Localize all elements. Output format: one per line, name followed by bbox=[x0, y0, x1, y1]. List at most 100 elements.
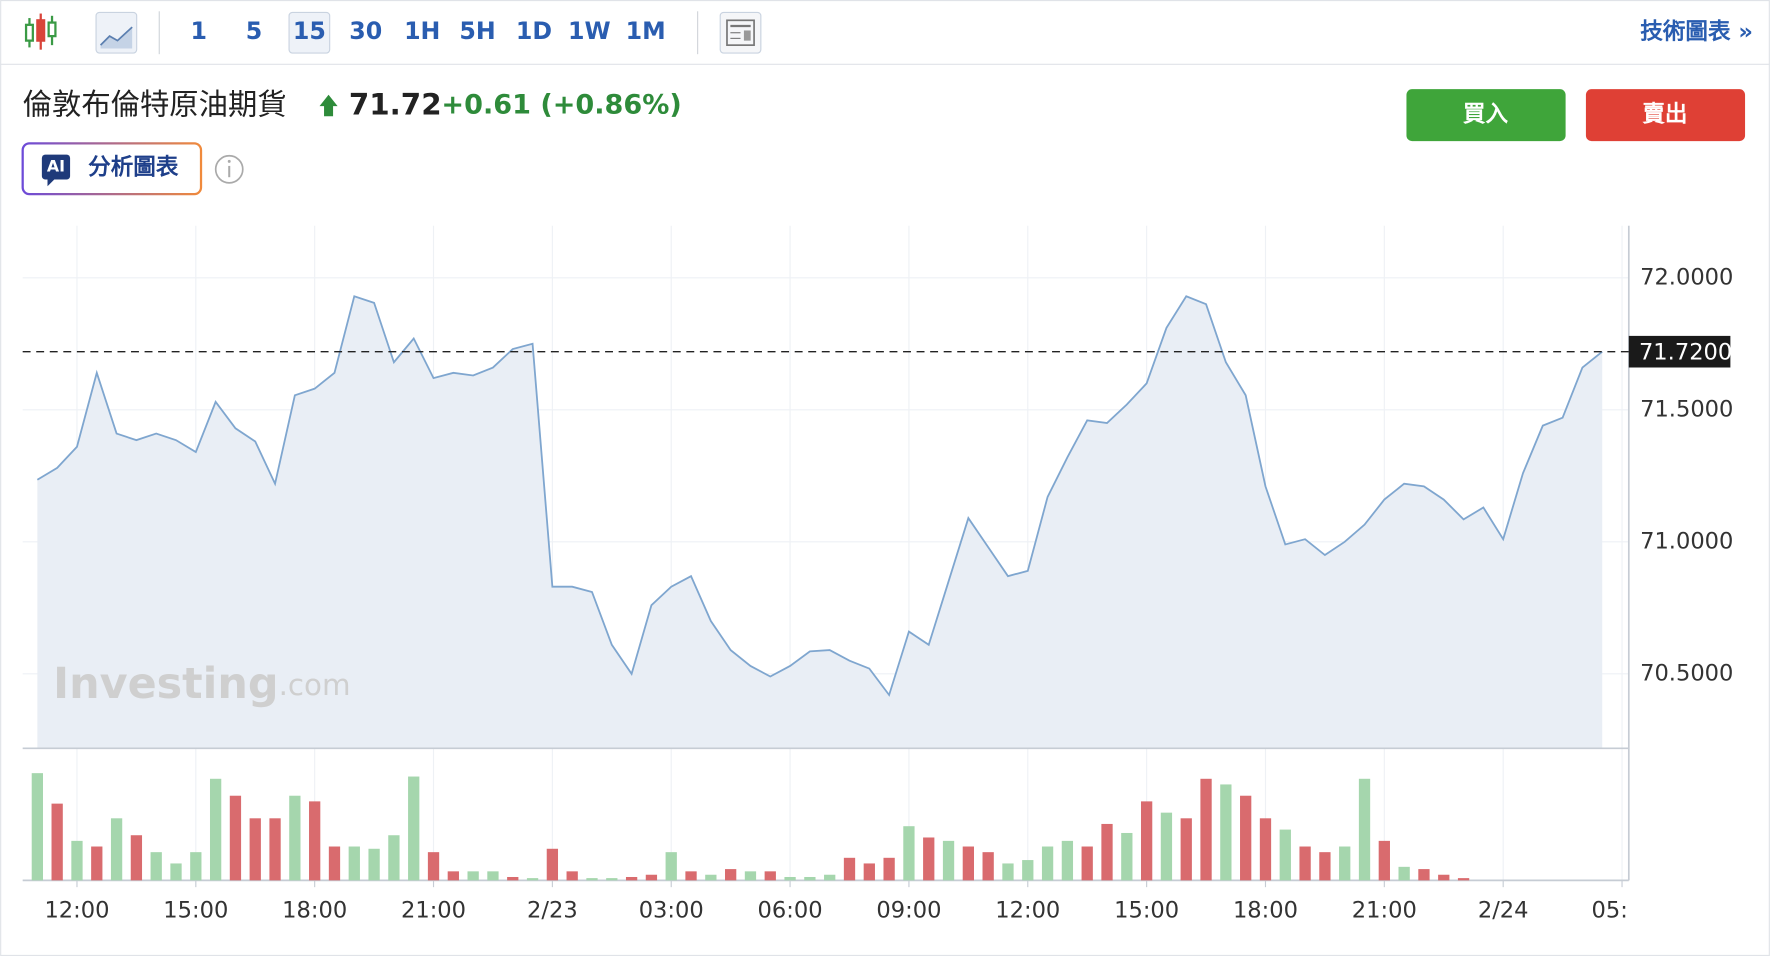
volume-bar bbox=[328, 846, 341, 881]
ai-badge-text: AI bbox=[47, 157, 65, 176]
interval-button[interactable]: 30 bbox=[349, 17, 382, 45]
volume-bar bbox=[1339, 846, 1351, 881]
candle-icon[interactable] bbox=[24, 13, 57, 50]
interval-button[interactable]: 1M bbox=[626, 17, 666, 45]
volume-bar bbox=[31, 773, 43, 881]
ai-badge bbox=[41, 154, 71, 180]
volume-bar bbox=[249, 818, 261, 881]
x-tick-label: 21:00 bbox=[401, 897, 466, 923]
x-tick-label: 05: bbox=[1592, 897, 1628, 923]
interval-button[interactable]: 5H bbox=[459, 17, 495, 45]
buy-button[interactable] bbox=[1406, 89, 1566, 142]
interval-button[interactable]: 1 bbox=[191, 17, 207, 45]
volume-bar bbox=[51, 803, 63, 881]
volume-bar bbox=[566, 871, 578, 881]
volume-bar bbox=[269, 818, 281, 881]
volume-bar bbox=[1121, 832, 1133, 881]
volume-bar bbox=[1220, 784, 1232, 881]
volume-bar bbox=[526, 878, 539, 881]
volume-bar bbox=[130, 835, 143, 881]
news-icon[interactable] bbox=[719, 11, 762, 54]
x-tick-label: 12:00 bbox=[995, 897, 1060, 923]
volume-bar bbox=[784, 876, 796, 881]
volume-bar bbox=[1378, 840, 1390, 881]
volume-bar bbox=[507, 876, 519, 881]
volume-bar bbox=[467, 871, 479, 881]
last-price-tag bbox=[1628, 335, 1731, 368]
volume-bar bbox=[1240, 795, 1252, 881]
volume-bar bbox=[1398, 866, 1410, 881]
last-price-label: 71.7200 bbox=[1639, 339, 1732, 365]
watermark-suffix: .com bbox=[279, 668, 351, 702]
volume-bar bbox=[1101, 823, 1113, 881]
volume-bar bbox=[725, 869, 737, 881]
selected-interval-box bbox=[288, 11, 331, 54]
volume-bar bbox=[487, 871, 499, 881]
volume-bar bbox=[427, 852, 440, 881]
volume-bar bbox=[1418, 869, 1430, 881]
volume-bar bbox=[91, 846, 103, 881]
up-arrow bbox=[319, 94, 338, 117]
volume-bar bbox=[1041, 846, 1054, 881]
volume-bar bbox=[923, 837, 935, 881]
volume-bar bbox=[368, 848, 380, 881]
technical-chart-link[interactable]: 技術圖表 » bbox=[1640, 18, 1753, 45]
volume-bar bbox=[1457, 878, 1470, 881]
volume-bar bbox=[1140, 801, 1153, 881]
ai-badge-tail bbox=[47, 179, 55, 187]
volume-bar bbox=[110, 818, 123, 881]
volume-bar bbox=[645, 874, 658, 881]
sell-button[interactable] bbox=[1585, 89, 1746, 142]
volume-bar bbox=[1299, 846, 1311, 881]
volume-bar bbox=[744, 871, 757, 881]
volume-bar bbox=[903, 826, 915, 881]
interval-button[interactable]: 1D bbox=[516, 17, 552, 45]
volume-bar bbox=[190, 852, 202, 881]
volume-bar bbox=[824, 874, 836, 881]
volume-bar bbox=[546, 848, 559, 881]
x-tick-label: 12:00 bbox=[44, 897, 109, 923]
volume-bar bbox=[685, 871, 697, 881]
y-tick-label: 70.5000 bbox=[1640, 660, 1733, 686]
x-tick-label: 03:00 bbox=[639, 897, 704, 923]
volume-bar bbox=[408, 776, 420, 881]
volume-bar bbox=[883, 857, 895, 881]
volume-bar bbox=[665, 852, 677, 881]
x-tick-label: 09:00 bbox=[876, 897, 941, 923]
volume-bar bbox=[764, 871, 776, 881]
sell-label[interactable]: 賣出 bbox=[1642, 102, 1687, 128]
plot: 70.5000 71.0000 71.5000 72.0000 12:00 15:00 18… bbox=[22, 225, 1733, 923]
instrument-name: 倫敦布倫特原油期貨 bbox=[23, 88, 287, 122]
volume-bar bbox=[1022, 860, 1034, 881]
last-price: 71.72 bbox=[349, 88, 442, 122]
volume-bar bbox=[1358, 778, 1371, 881]
x-tick-label: 15:00 bbox=[1114, 897, 1179, 923]
volume-bar bbox=[804, 876, 816, 881]
volume-bar bbox=[705, 874, 717, 881]
volume-bar bbox=[289, 795, 301, 881]
x-tick-label: 18:00 bbox=[1233, 897, 1298, 923]
volume-bar bbox=[170, 863, 182, 881]
ai-text[interactable]: 分析圖表 bbox=[88, 155, 179, 181]
volume-bar bbox=[843, 857, 856, 881]
interval-button[interactable]: 1W bbox=[568, 17, 611, 45]
info-icon[interactable] bbox=[214, 154, 244, 184]
y-tick-label: 71.0000 bbox=[1640, 528, 1733, 554]
volume-bar bbox=[962, 846, 974, 881]
volume-bar bbox=[309, 801, 321, 881]
x-tick-label: 18:00 bbox=[282, 897, 347, 923]
volume-bar bbox=[1279, 829, 1291, 881]
line-icon[interactable] bbox=[95, 11, 138, 54]
volume-bar bbox=[1259, 818, 1272, 881]
interval-button[interactable]: 5 bbox=[246, 17, 262, 45]
volume-bar bbox=[209, 778, 222, 881]
volume-bar bbox=[229, 795, 242, 881]
y-tick-label: 72.0000 bbox=[1640, 264, 1733, 290]
buy-label[interactable]: 買入 bbox=[1463, 102, 1509, 128]
volume-bar bbox=[1160, 812, 1173, 881]
interval-button[interactable]: 1H bbox=[404, 17, 440, 45]
interval-button[interactable]: 15 bbox=[293, 17, 326, 45]
volume-bar bbox=[606, 878, 618, 881]
volume-bar bbox=[625, 876, 638, 881]
